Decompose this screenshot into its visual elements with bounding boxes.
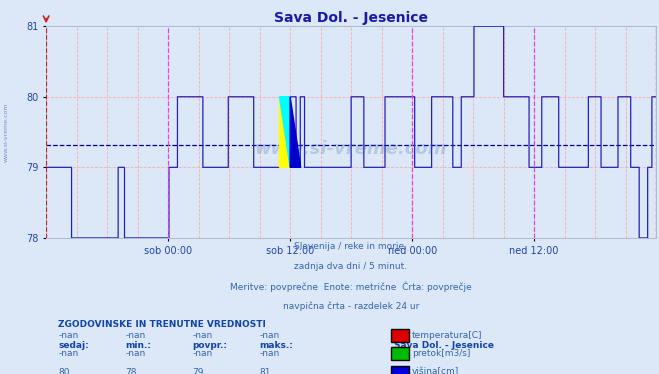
- Text: -nan: -nan: [192, 331, 213, 340]
- Text: sedaj:: sedaj:: [59, 341, 89, 350]
- Text: -nan: -nan: [260, 331, 279, 340]
- Text: -nan: -nan: [260, 349, 279, 358]
- Text: zadnja dva dni / 5 minut.: zadnja dva dni / 5 minut.: [295, 262, 407, 271]
- Text: ZGODOVINSKE IN TRENUTNE VREDNOSTI: ZGODOVINSKE IN TRENUTNE VREDNOSTI: [59, 320, 266, 329]
- Text: Sava Dol. - Jesenice: Sava Dol. - Jesenice: [393, 341, 494, 350]
- Title: Sava Dol. - Jesenice: Sava Dol. - Jesenice: [274, 11, 428, 25]
- Text: -nan: -nan: [125, 349, 146, 358]
- Text: -nan: -nan: [192, 349, 213, 358]
- Text: -nan: -nan: [59, 331, 78, 340]
- Polygon shape: [279, 97, 290, 167]
- Text: Slovenija / reke in morje.: Slovenija / reke in morje.: [295, 242, 407, 251]
- Text: -nan: -nan: [59, 349, 78, 358]
- Text: Meritve: povprečne  Enote: metrične  Črta: povprečje: Meritve: povprečne Enote: metrične Črta:…: [230, 282, 472, 292]
- Text: 78: 78: [125, 368, 137, 374]
- FancyBboxPatch shape: [391, 347, 409, 360]
- Text: -nan: -nan: [125, 331, 146, 340]
- Text: 79: 79: [192, 368, 204, 374]
- Text: povpr.:: povpr.:: [192, 341, 227, 350]
- Text: pretok[m3/s]: pretok[m3/s]: [412, 349, 471, 358]
- Text: 81: 81: [260, 368, 271, 374]
- Polygon shape: [279, 97, 290, 167]
- Text: www.si-vreme.com: www.si-vreme.com: [4, 102, 9, 162]
- Text: 80: 80: [59, 368, 70, 374]
- Text: min.:: min.:: [125, 341, 152, 350]
- Text: maks.:: maks.:: [260, 341, 293, 350]
- Text: višina[cm]: višina[cm]: [412, 368, 459, 374]
- FancyBboxPatch shape: [391, 366, 409, 374]
- Text: www.si-vreme.com: www.si-vreme.com: [254, 140, 447, 158]
- FancyBboxPatch shape: [391, 329, 409, 342]
- Text: navpična črta - razdelek 24 ur: navpična črta - razdelek 24 ur: [283, 301, 419, 311]
- Text: temperatura[C]: temperatura[C]: [412, 331, 482, 340]
- Polygon shape: [290, 97, 301, 167]
